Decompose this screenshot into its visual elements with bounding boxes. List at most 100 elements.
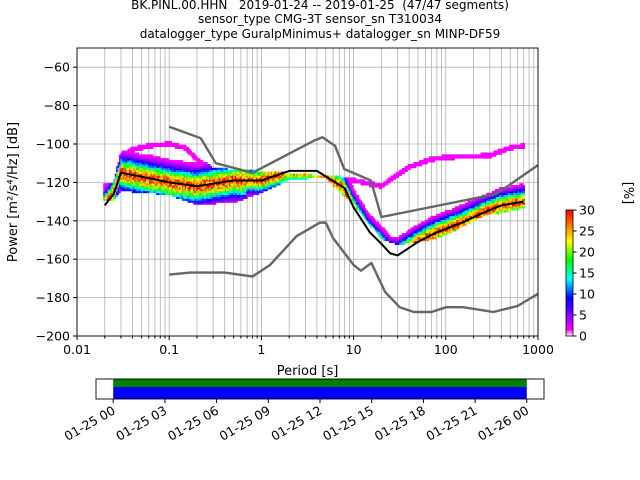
heatmap-cell: [419, 164, 423, 167]
heatmap-cell: [521, 198, 525, 201]
heatmap-cell: [140, 148, 144, 151]
y-tick-label: −160: [36, 252, 70, 267]
colorbar-tick-label: 5: [579, 308, 587, 323]
timeline-tick-label: 01-25 12: [268, 403, 324, 444]
heatmap-cell: [194, 156, 198, 159]
heatmap-cell: [116, 192, 120, 196]
heatmap-cell: [396, 175, 400, 178]
probability-heatmap: [103, 140, 525, 245]
x-tick-label: 1: [257, 342, 265, 357]
heatmap-cell: [360, 202, 364, 205]
heatmap-cell: [503, 150, 507, 153]
heatmap-cell: [521, 185, 525, 188]
heatmap-cell: [379, 187, 383, 190]
heatmap-cell: [521, 142, 525, 146]
heatmap-cell: [379, 225, 383, 228]
heatmap-cell: [309, 173, 313, 176]
heatmap-cell: [370, 215, 374, 219]
timeline-tick-label: 01-25 03: [113, 403, 169, 444]
heatmap-cell: [401, 171, 405, 174]
heatmap-cell: [131, 150, 135, 153]
y-tick-label: −140: [36, 213, 70, 228]
heatmap-cell: [384, 183, 388, 186]
heatmap-cell: [234, 200, 238, 203]
heatmap-cell: [146, 154, 150, 157]
colorbar-tick-label: 25: [579, 224, 595, 239]
heatmap-cell: [280, 181, 284, 184]
heatmap-cell: [384, 231, 388, 234]
heatmap-cell: [390, 179, 394, 182]
heatmap-cell: [353, 177, 357, 180]
heatmap-cell: [284, 179, 288, 182]
heatmap-cell: [521, 187, 525, 190]
heatmap-cell: [277, 183, 281, 186]
heatmap-cell: [180, 160, 184, 163]
heatmap-cell: [209, 165, 213, 169]
heatmap-cell: [114, 194, 118, 197]
timeline-tick-label: 01-25 18: [372, 403, 428, 444]
heatmap-cell: [197, 158, 201, 161]
heatmap-cell: [191, 162, 195, 165]
heatmap-cell: [113, 196, 117, 199]
heatmap-cell: [273, 185, 277, 188]
heatmap-cell: [256, 192, 260, 196]
heatmap-cell: [371, 181, 375, 184]
heatmap-cell: [363, 208, 367, 211]
colorbar-label: [%]: [620, 182, 635, 205]
heatmap-cell: [424, 162, 428, 165]
heatmap-cell: [456, 227, 460, 230]
heatmap-cell: [213, 202, 217, 205]
x-tick-label: 100: [434, 342, 458, 357]
timeline-tick-label: 01-25 09: [217, 403, 273, 444]
heatmap-cell: [449, 231, 453, 234]
timeline-tick-label: 01-26 00: [475, 403, 531, 444]
heatmap-cell: [356, 196, 360, 199]
heatmap-cell: [240, 198, 244, 201]
heatmap-cell: [351, 188, 355, 192]
heatmap-cell: [337, 175, 341, 178]
heatmap-cell: [383, 229, 387, 232]
heatmap-cell: [386, 233, 390, 236]
heatmap-cell: [426, 238, 430, 242]
heatmap-cell: [521, 144, 525, 148]
title-line-datalogger: datalogger_type GuralpMinimus+ datalogge…: [139, 27, 501, 41]
heatmap-cell: [193, 154, 197, 157]
heatmap-cell: [376, 221, 380, 224]
x-tick-label: 0.1: [159, 342, 179, 357]
heatmap-cell: [166, 158, 170, 161]
heatmap-cell: [353, 190, 357, 194]
heatmap-cell: [460, 225, 464, 228]
heatmap-cell: [361, 206, 365, 209]
heatmap-cell: [521, 188, 525, 192]
heatmap-cell: [244, 196, 248, 199]
colorbar-tick-label: 10: [579, 287, 595, 302]
title-line-sensor: sensor_type CMG-3T sensor_sn T310034: [197, 12, 443, 26]
y-tick-label: −200: [36, 329, 70, 344]
heatmap-cell: [404, 169, 408, 172]
heatmap-cell: [364, 210, 368, 213]
heatmap-cell: [493, 154, 497, 157]
heatmap-cell: [521, 146, 525, 149]
heatmap-cell: [260, 190, 264, 194]
heatmap-cell: [359, 200, 363, 203]
heatmap-cell: [189, 150, 193, 153]
x-tick-label: 0.01: [63, 342, 91, 357]
x-axis-label: Period [s]: [277, 364, 339, 379]
heatmap-cell: [200, 160, 204, 163]
noise-model-high-line: [168, 125, 539, 219]
mean-line: [104, 169, 524, 257]
heatmap-cell: [444, 233, 448, 236]
heatmap-cell: [204, 162, 208, 165]
heatmap-cell: [353, 192, 357, 196]
heatmap-cell: [207, 164, 211, 167]
heatmap-cell: [463, 223, 467, 226]
y-tick-label: −60: [44, 60, 70, 75]
heatmap-cell: [496, 212, 500, 215]
heatmap-cell: [111, 198, 115, 201]
y-tick-label: −180: [36, 290, 70, 305]
heatmap-cell: [304, 177, 308, 180]
heatmap-cell: [356, 194, 360, 197]
heatmap-cell: [521, 202, 525, 205]
heatmap-cell: [381, 185, 385, 188]
